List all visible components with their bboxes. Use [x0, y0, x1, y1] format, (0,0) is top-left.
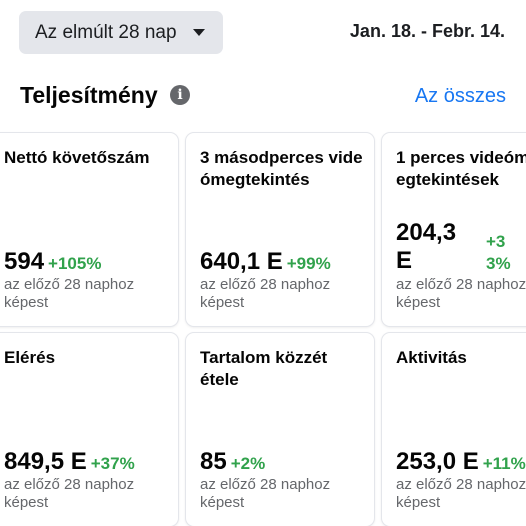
metric-change: +37%: [90, 454, 135, 473]
metric-value: 594: [4, 248, 45, 275]
info-icon[interactable]: i: [170, 85, 190, 105]
metric-value: 204,3 E: [396, 219, 457, 274]
metric-change: +11%: [482, 454, 526, 473]
metric-card-1min-views[interactable]: 1 perces videómegtekintések 204,3 E +33%…: [382, 133, 526, 326]
metric-card-note: az előző 28 naphoz képest: [396, 276, 526, 311]
metric-value: 85: [200, 448, 227, 475]
metric-card-title: Elérés: [4, 348, 56, 367]
metric-change: +2%: [230, 454, 266, 473]
metric-card-value: 85 +2%: [200, 448, 265, 476]
metric-card-title: 1 perces videómegtekintések: [396, 148, 526, 189]
metric-card-title: 3 másodperces videómegtekintés: [200, 148, 363, 189]
metric-card-3s-views[interactable]: 3 másodperces videómegtekintés 640,1 E +9…: [186, 133, 374, 326]
section-title: Teljesítmény: [20, 82, 158, 108]
date-range-dropdown-label: Az elmúlt 28 nap: [35, 21, 177, 43]
metric-card-note: az előző 28 naphoz képest: [200, 276, 331, 311]
metric-card-title: Nettó követőszám: [4, 148, 150, 167]
metric-card-note: az előző 28 naphoz képest: [4, 476, 135, 511]
metric-card-value: 594 +105%: [4, 248, 101, 276]
metric-card-note: az előző 28 naphoz képest: [200, 476, 331, 511]
metric-change: +105%: [48, 254, 102, 273]
date-range-dropdown[interactable]: Az elmúlt 28 nap: [19, 11, 223, 54]
metric-card-value: 849,5 E +37%: [4, 448, 135, 476]
metric-card-content-published[interactable]: Tartalom közzététele 85 +2% az előző 28 n…: [186, 333, 374, 526]
metric-card-reach[interactable]: Elérés 849,5 E +37% az előző 28 naphoz ké…: [0, 333, 178, 526]
metric-value: 849,5 E: [4, 448, 87, 475]
metric-card-value: 253,0 E +11%: [396, 448, 526, 476]
metric-value: 253,0 E: [396, 448, 479, 475]
metric-card-title: Aktivitás: [396, 348, 467, 367]
metric-card-note: az előző 28 naphoz képest: [396, 476, 526, 511]
metric-card-title: Tartalom közzététele: [200, 348, 328, 389]
metric-card-value: 640,1 E +99%: [200, 248, 331, 276]
metric-change: +99%: [286, 254, 331, 273]
metric-card-engagement[interactable]: Aktivitás 253,0 E +11% az előző 28 naphoz…: [382, 333, 526, 526]
metric-card-note: az előző 28 naphoz képest: [4, 276, 135, 311]
caret-down-icon: [193, 29, 205, 36]
metric-change: +33%: [486, 232, 511, 273]
metric-value: 640,1 E: [200, 248, 283, 275]
date-range-text: Jan. 18. - Febr. 14.: [349, 21, 505, 41]
see-all-link[interactable]: Az összes: [414, 85, 506, 107]
metric-card-net-followers[interactable]: Nettó követőszám 594 +105% az előző 28 na…: [0, 133, 178, 326]
